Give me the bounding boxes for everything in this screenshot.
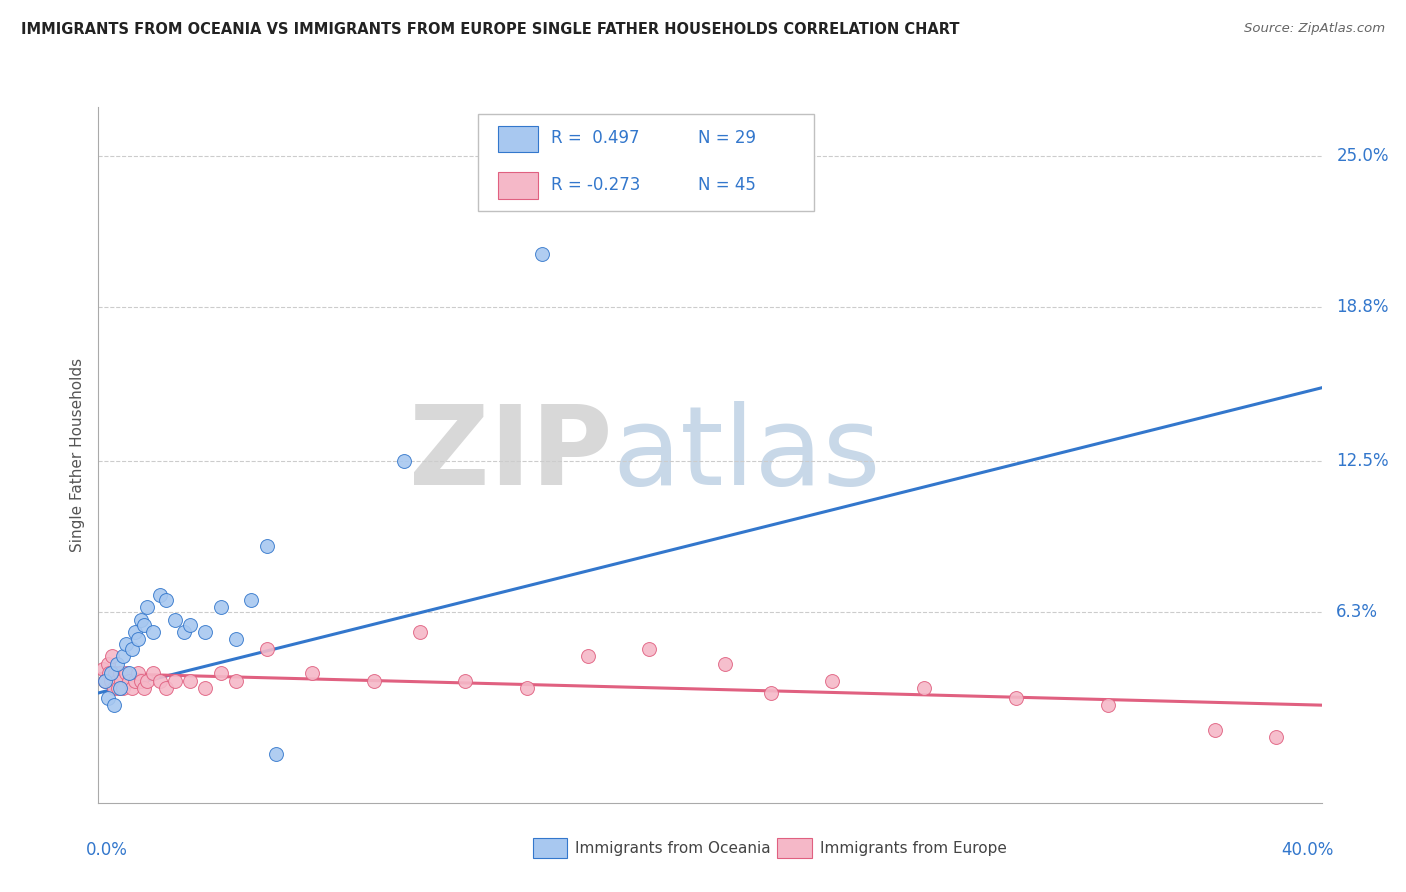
Point bbox=[163, 613, 186, 627]
Point bbox=[256, 540, 278, 554]
Text: 6.3%: 6.3% bbox=[1336, 603, 1378, 622]
Point bbox=[98, 666, 121, 681]
Text: N = 45: N = 45 bbox=[697, 176, 755, 194]
Point bbox=[392, 454, 416, 468]
Point bbox=[121, 681, 143, 695]
FancyBboxPatch shape bbox=[478, 114, 814, 211]
Point bbox=[155, 681, 177, 695]
Text: 0.0%: 0.0% bbox=[86, 841, 128, 859]
Point bbox=[194, 624, 217, 639]
Text: 12.5%: 12.5% bbox=[1336, 452, 1389, 470]
Point bbox=[129, 613, 152, 627]
Point bbox=[124, 673, 146, 688]
Point bbox=[100, 666, 122, 681]
FancyBboxPatch shape bbox=[498, 172, 537, 199]
Point bbox=[105, 673, 128, 688]
Text: R =  0.497: R = 0.497 bbox=[551, 128, 640, 146]
Point bbox=[264, 747, 287, 761]
Point bbox=[93, 673, 115, 688]
Point bbox=[516, 681, 538, 695]
Point bbox=[821, 673, 844, 688]
Point bbox=[134, 617, 156, 632]
Point bbox=[115, 637, 138, 651]
Point bbox=[408, 624, 430, 639]
Point bbox=[179, 617, 201, 632]
Text: 18.8%: 18.8% bbox=[1336, 298, 1389, 317]
Point bbox=[576, 649, 599, 664]
Text: atlas: atlas bbox=[612, 401, 880, 508]
Point bbox=[301, 666, 323, 681]
FancyBboxPatch shape bbox=[778, 838, 811, 858]
Point bbox=[136, 600, 159, 615]
Point bbox=[225, 673, 247, 688]
Point bbox=[107, 681, 129, 695]
Point bbox=[124, 624, 146, 639]
Point bbox=[637, 642, 661, 657]
Point bbox=[108, 666, 131, 681]
Point bbox=[240, 593, 263, 607]
Point bbox=[105, 657, 128, 671]
Point bbox=[104, 666, 127, 681]
Point bbox=[149, 673, 172, 688]
Point bbox=[149, 588, 172, 602]
Text: N = 29: N = 29 bbox=[697, 128, 756, 146]
Point bbox=[912, 681, 935, 695]
Point bbox=[110, 673, 132, 688]
Point bbox=[363, 673, 385, 688]
Point bbox=[108, 681, 131, 695]
Point bbox=[194, 681, 217, 695]
Point bbox=[93, 673, 115, 688]
Point bbox=[209, 600, 232, 615]
Point bbox=[1004, 690, 1026, 705]
Point bbox=[209, 666, 232, 681]
Point bbox=[173, 624, 195, 639]
FancyBboxPatch shape bbox=[498, 126, 537, 153]
FancyBboxPatch shape bbox=[533, 838, 567, 858]
Point bbox=[155, 593, 177, 607]
Point bbox=[225, 632, 247, 647]
Point bbox=[1264, 730, 1286, 744]
Text: R = -0.273: R = -0.273 bbox=[551, 176, 640, 194]
Point bbox=[111, 681, 134, 695]
Point bbox=[103, 681, 125, 695]
Point bbox=[103, 698, 125, 713]
Text: 25.0%: 25.0% bbox=[1336, 147, 1389, 165]
Point bbox=[127, 666, 149, 681]
Point bbox=[163, 673, 186, 688]
Point bbox=[101, 649, 124, 664]
Point bbox=[142, 624, 165, 639]
Text: Immigrants from Oceania: Immigrants from Oceania bbox=[575, 841, 770, 856]
Point bbox=[761, 686, 783, 700]
Text: 40.0%: 40.0% bbox=[1281, 841, 1334, 859]
Point bbox=[97, 657, 120, 671]
Point bbox=[100, 673, 122, 688]
Point bbox=[256, 642, 278, 657]
Point bbox=[91, 661, 114, 675]
Text: Source: ZipAtlas.com: Source: ZipAtlas.com bbox=[1244, 22, 1385, 36]
Point bbox=[530, 246, 553, 260]
Text: ZIP: ZIP bbox=[409, 401, 612, 508]
Point bbox=[129, 673, 152, 688]
Point bbox=[179, 673, 201, 688]
Point bbox=[115, 666, 138, 681]
Point bbox=[454, 673, 477, 688]
Point bbox=[97, 690, 120, 705]
Point bbox=[127, 632, 149, 647]
Point bbox=[134, 681, 156, 695]
Point bbox=[1097, 698, 1119, 713]
Point bbox=[111, 649, 134, 664]
Point bbox=[118, 666, 141, 681]
Point bbox=[714, 657, 737, 671]
Point bbox=[1204, 723, 1226, 737]
Point bbox=[118, 673, 141, 688]
Text: Immigrants from Europe: Immigrants from Europe bbox=[820, 841, 1007, 856]
Point bbox=[136, 673, 159, 688]
Text: IMMIGRANTS FROM OCEANIA VS IMMIGRANTS FROM EUROPE SINGLE FATHER HOUSEHOLDS CORRE: IMMIGRANTS FROM OCEANIA VS IMMIGRANTS FR… bbox=[21, 22, 959, 37]
Point bbox=[121, 642, 143, 657]
Y-axis label: Single Father Households: Single Father Households bbox=[70, 358, 86, 552]
Point bbox=[142, 666, 165, 681]
